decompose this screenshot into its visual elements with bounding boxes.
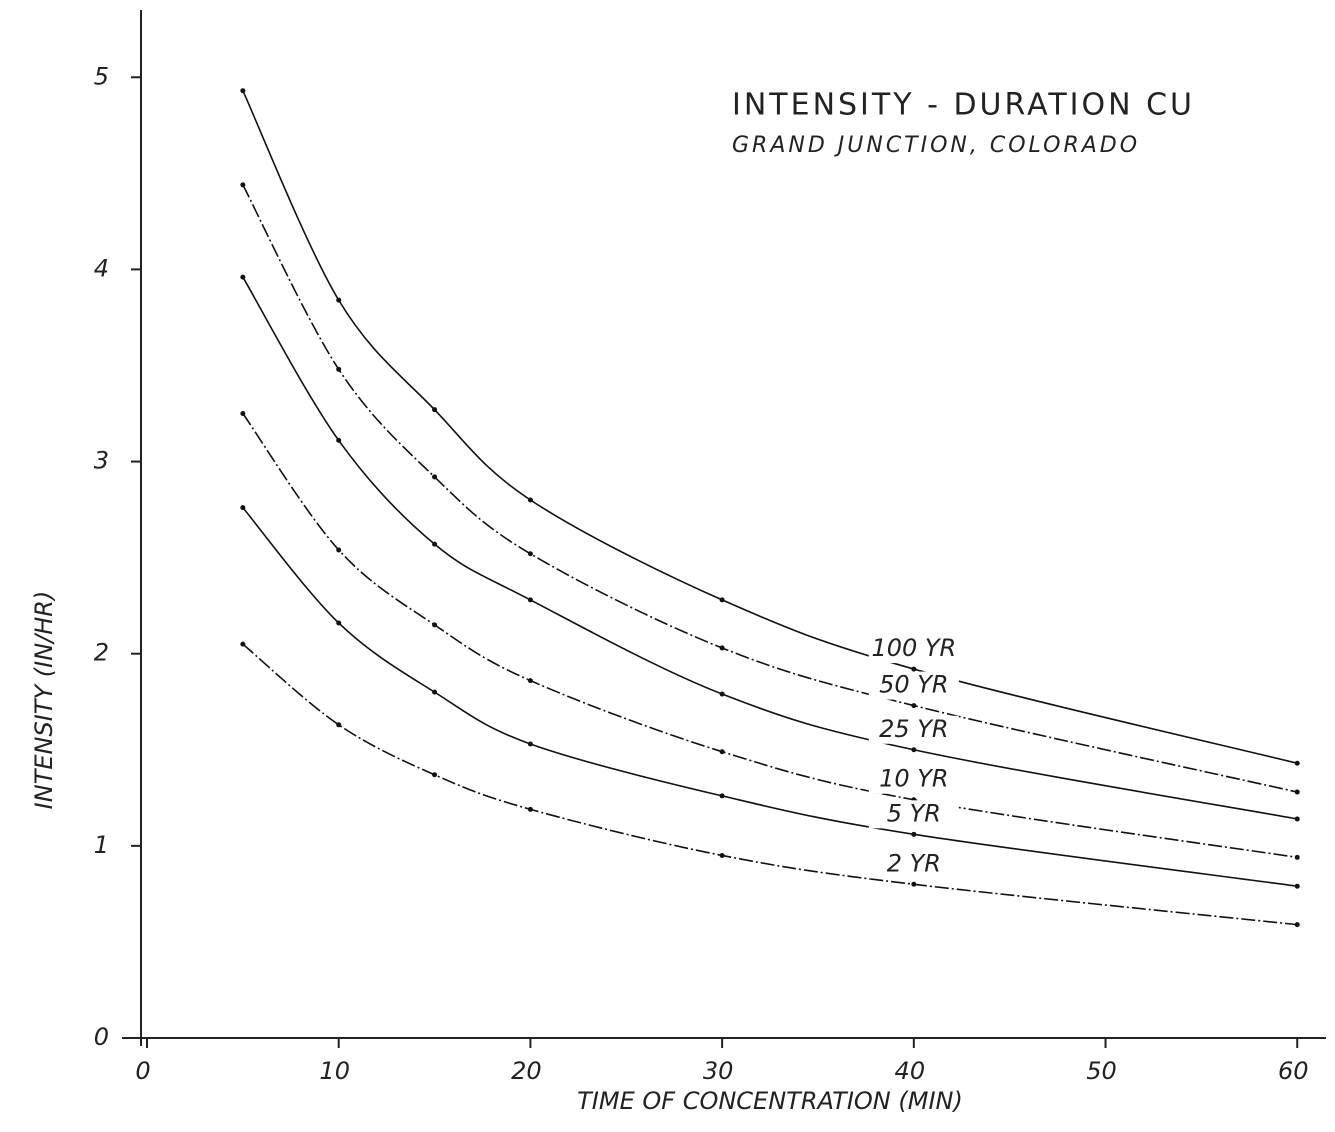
label-bg — [868, 715, 959, 744]
label-bg — [868, 635, 959, 664]
data-point — [1294, 789, 1300, 795]
data-point — [719, 597, 725, 603]
data-point — [527, 497, 533, 503]
x-tick-label: 30 — [703, 1057, 734, 1085]
series-label: 50 YR — [879, 671, 949, 699]
data-point — [432, 407, 438, 413]
y-axis-label: INTENSITY (IN/HR) — [30, 591, 58, 810]
x-tick-label: 60 — [1278, 1057, 1309, 1085]
x-tick-label: 0 — [135, 1057, 150, 1085]
data-point — [911, 831, 917, 837]
data-point — [527, 741, 533, 747]
label-bg — [868, 800, 959, 829]
x-axis-label: TIME OF CONCENTRATION (MIN) — [577, 1087, 963, 1115]
series-label: 2 YR — [887, 849, 941, 877]
data-point — [432, 474, 438, 480]
data-point — [240, 182, 246, 188]
x-tick-label: 40 — [895, 1057, 926, 1085]
data-point — [911, 703, 917, 709]
data-point — [719, 749, 725, 755]
data-point — [336, 366, 342, 372]
data-point — [432, 689, 438, 695]
curve — [242, 90, 1298, 765]
curve — [242, 276, 1298, 820]
x-tick-label: 10 — [319, 1057, 350, 1085]
series-label: 25 YR — [879, 715, 949, 743]
data-point — [336, 620, 342, 626]
data-point — [911, 881, 917, 887]
data-point — [719, 645, 725, 651]
data-point — [240, 505, 246, 511]
data-point — [527, 597, 533, 603]
data-point — [911, 666, 917, 672]
data-point — [719, 793, 725, 799]
data-point — [336, 297, 342, 303]
data-point — [1294, 816, 1300, 822]
data-point — [240, 641, 246, 647]
data-point — [911, 747, 917, 753]
x-tick-label: 50 — [1086, 1057, 1117, 1085]
label-bg — [868, 671, 959, 700]
data-point — [1294, 922, 1300, 928]
curve — [242, 643, 1298, 926]
x-tick-label: 20 — [511, 1057, 542, 1085]
y-tick-label: 2 — [94, 639, 109, 667]
chart-title: INTENSITY - DURATION CU — [732, 88, 1195, 123]
series-label: 5 YR — [887, 799, 941, 827]
curve — [242, 507, 1298, 887]
data-point — [719, 852, 725, 858]
data-point — [432, 772, 438, 778]
y-tick-label: 3 — [94, 447, 109, 475]
data-point — [336, 722, 342, 728]
data-point — [240, 274, 246, 280]
data-point — [432, 541, 438, 547]
data-point — [1294, 760, 1300, 766]
label-bg — [868, 765, 959, 794]
y-tick-label: 4 — [94, 254, 109, 282]
chart-subtitle: GRAND JUNCTION, COLORADO — [732, 133, 1140, 158]
data-point — [336, 547, 342, 553]
series-label: 10 YR — [879, 765, 949, 793]
curve — [242, 184, 1298, 793]
data-point — [527, 678, 533, 684]
series-label: 100 YR — [871, 634, 956, 662]
data-point — [240, 411, 246, 417]
y-tick-label: 5 — [94, 62, 109, 90]
label-bg — [868, 850, 959, 879]
data-point — [719, 691, 725, 697]
y-tick-label: 1 — [94, 831, 109, 859]
data-point — [1294, 883, 1300, 889]
data-point — [527, 551, 533, 557]
data-point — [336, 437, 342, 443]
data-point — [432, 622, 438, 628]
curve — [242, 413, 1298, 859]
data-point — [527, 806, 533, 812]
y-tick-label: 0 — [94, 1023, 109, 1051]
data-point — [1294, 854, 1300, 860]
data-point — [240, 88, 246, 94]
